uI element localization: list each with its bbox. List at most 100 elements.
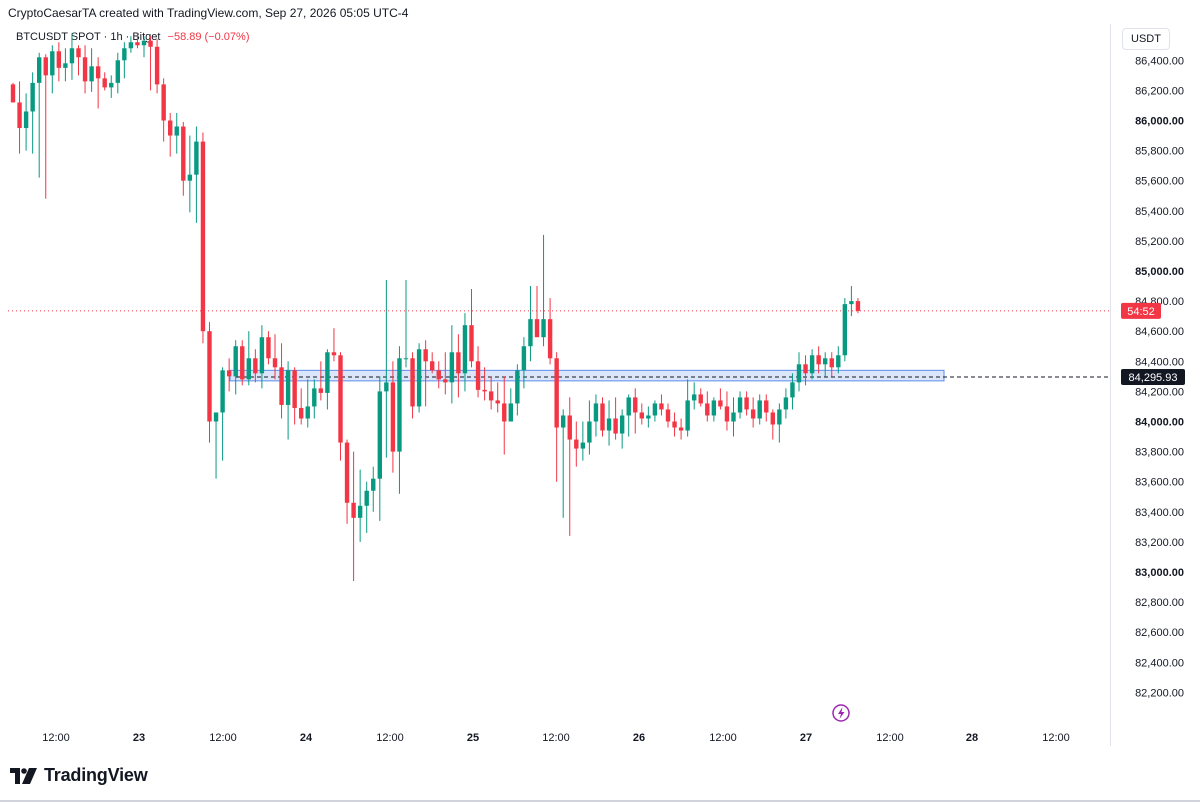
y-tick-label: 83,600.00 (1135, 477, 1184, 489)
candle-body (809, 355, 815, 374)
candle-body (626, 397, 631, 416)
x-tick-label: 12:00 (42, 732, 70, 744)
candle-body (23, 111, 29, 129)
candle-body (777, 409, 782, 425)
candle-body (220, 370, 225, 413)
candle-body (17, 102, 22, 129)
candle-body (122, 48, 127, 61)
attribution-text: CryptoCaesarTA created with TradingView.… (8, 6, 409, 20)
y-tick-label: 84,600.00 (1135, 326, 1184, 338)
x-tick-label: 12:00 (1042, 732, 1070, 744)
candle-body (561, 415, 566, 428)
candle-body (698, 394, 703, 404)
candle-body (410, 358, 415, 407)
candle-body (240, 346, 245, 380)
candle-body (43, 57, 48, 76)
candle-body (213, 412, 219, 422)
candle-body (384, 382, 389, 392)
candle-body (305, 406, 310, 419)
candle-body (515, 370, 520, 404)
candle-body (816, 355, 821, 365)
price-chart[interactable]: 82,200.00 82,400.00 82,600.00 82,800.00 83,0… (0, 0, 1200, 760)
candle-body (672, 421, 677, 428)
candle-body (475, 361, 481, 390)
candle-body (574, 439, 579, 449)
candle-body (207, 331, 212, 422)
support-zone (229, 369, 945, 382)
countdown-tag (1121, 302, 1161, 319)
candle-body (646, 415, 651, 419)
candle-body (115, 60, 120, 83)
y-tick-label: 85,600.00 (1135, 176, 1184, 188)
candle-body (377, 391, 382, 479)
candle-body (541, 319, 546, 338)
candle-body (528, 319, 533, 347)
tradingview-mark-icon (10, 767, 37, 784)
candle-body (849, 301, 854, 305)
x-tick-label: 25 (467, 732, 479, 744)
candle-body (508, 403, 513, 422)
candle-body (534, 319, 540, 338)
candle-body (135, 42, 140, 46)
tradingview-logo[interactable]: TradingView (10, 765, 148, 786)
candle-body (718, 400, 723, 407)
candle-body (161, 84, 166, 121)
candle-body (587, 421, 592, 443)
x-tick-label: 12:00 (876, 732, 904, 744)
y-tick-label: 82,200.00 (1135, 687, 1184, 699)
y-tick-label: 83,800.00 (1135, 447, 1184, 459)
x-tick-label: 12:00 (709, 732, 737, 744)
candle-body (495, 400, 500, 404)
candle-body (390, 382, 396, 452)
candle-body (102, 78, 107, 88)
candle-body (82, 57, 88, 82)
candle-body (253, 358, 258, 374)
candle-body (181, 126, 186, 181)
symbol-label: BTCUSDT SPOT · 1h · Bitget (16, 31, 161, 43)
candle-body (469, 325, 474, 362)
y-tick-label: 86,200.00 (1135, 85, 1184, 97)
candle-body (842, 304, 848, 356)
candle-body (796, 364, 802, 383)
candle-body (299, 407, 304, 419)
candle-body (685, 400, 690, 431)
chart-area[interactable] (8, 24, 1111, 746)
candle-body (665, 409, 671, 422)
candle-body (547, 319, 553, 359)
candle-body (652, 403, 658, 416)
candle-body (430, 361, 435, 371)
candle-body (855, 301, 861, 311)
candle-body (443, 379, 448, 383)
candle-body (416, 349, 422, 407)
candle-body (331, 352, 337, 356)
candle-body (659, 403, 664, 410)
candle-body (600, 403, 605, 431)
price-change: −58.89 (−0.07%) (167, 31, 250, 43)
candle-body (731, 412, 736, 422)
candle-body (502, 403, 507, 422)
candle-body (344, 442, 350, 503)
candle-body (325, 352, 330, 393)
candle-body (619, 415, 625, 434)
candle-body (63, 63, 68, 68)
candle-body (633, 397, 638, 413)
candle-body (10, 84, 16, 103)
x-tick-label: 28 (966, 732, 978, 744)
candle-body (76, 48, 81, 58)
y-tick-label: 84,200.00 (1135, 386, 1184, 398)
y-tick-label: 82,800.00 (1135, 597, 1184, 609)
y-tick-label: 84,400.00 (1135, 356, 1184, 368)
candle-body (279, 367, 284, 405)
candle-body (836, 355, 841, 368)
countdown-label: 54:52 (1127, 306, 1155, 318)
candle-body (567, 415, 572, 440)
candle-body (823, 358, 828, 365)
candle-body (154, 46, 160, 85)
currency-button[interactable]: USDT (1122, 28, 1170, 50)
candle-body (272, 358, 278, 368)
y-tick-label: 86,400.00 (1135, 55, 1184, 67)
x-tick-label: 23 (133, 732, 145, 744)
candle-body (403, 358, 409, 360)
candle-body (724, 406, 730, 422)
y-tick-label: 85,400.00 (1135, 206, 1184, 218)
